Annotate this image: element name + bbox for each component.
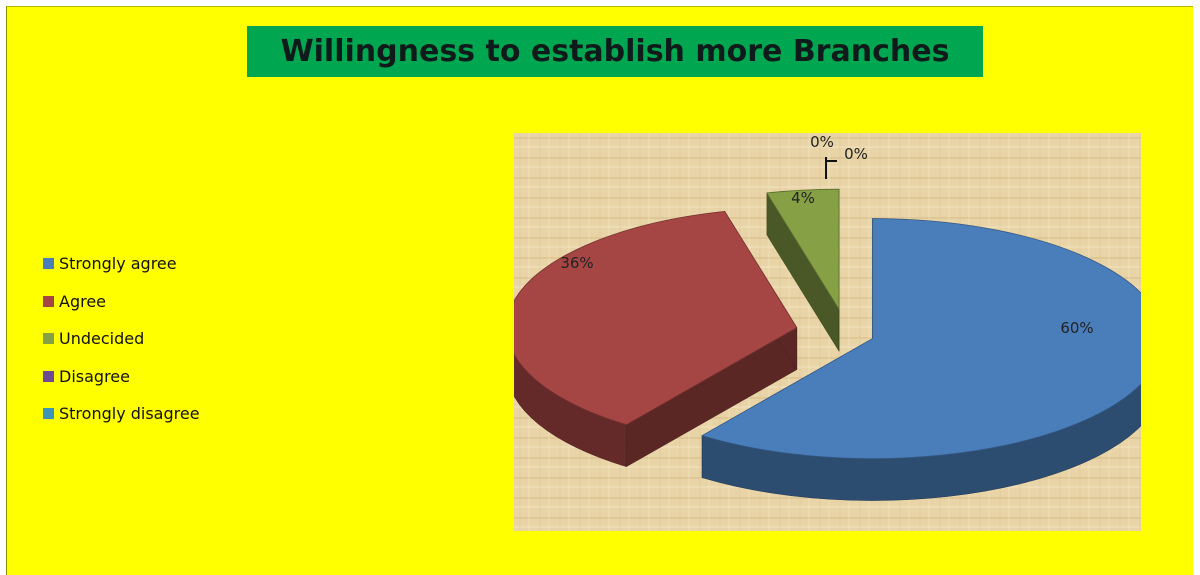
legend-label: Strongly agree (59, 254, 177, 274)
chart-area: Willingness to establish more Branches S… (6, 6, 1193, 575)
leader-line (825, 157, 837, 179)
data-label-3: 0% (810, 133, 834, 151)
legend-label: Agree (59, 291, 107, 311)
pie-slice-2 (766, 188, 840, 353)
data-label-2: 4% (791, 189, 815, 207)
legend-swatch (43, 295, 54, 307)
legend-swatch (43, 408, 54, 420)
legend-item-agree: Agree (43, 283, 200, 321)
pie-slice-top (701, 218, 1141, 459)
legend-swatch (43, 370, 54, 382)
legend-swatch (43, 258, 54, 270)
pie-slice-1 (514, 210, 798, 468)
pie-data-labels: 60% 36% 4% 0% 0% (560, 133, 1093, 337)
legend-label: Undecided (59, 329, 145, 349)
legend-label: Strongly disagree (59, 404, 200, 424)
data-label-0: 60% (1060, 319, 1093, 337)
legend-label: Disagree (59, 366, 130, 386)
legend-item-strongly-agree: Strongly agree (43, 245, 200, 283)
chart-title-box: Willingness to establish more Branches (247, 26, 983, 77)
pie-slice-0 (701, 218, 1141, 501)
pie-slice-top (766, 188, 840, 311)
legend-swatch (43, 333, 54, 345)
pie-slices (514, 188, 1141, 501)
legend-item-strongly-disagree: Strongly disagree (43, 395, 200, 433)
legend-item-disagree: Disagree (43, 358, 200, 396)
legend-item-undecided: Undecided (43, 320, 200, 358)
pie-slice-top (514, 210, 798, 426)
pie-plot-area: 60% 36% 4% 0% 0% (514, 133, 1141, 531)
chart-legend: Strongly agree Agree Undecided Disagree … (43, 245, 200, 433)
data-label-4: 0% (844, 145, 868, 163)
data-label-1: 36% (560, 254, 593, 272)
chart-title: Willingness to establish more Branches (280, 34, 950, 69)
